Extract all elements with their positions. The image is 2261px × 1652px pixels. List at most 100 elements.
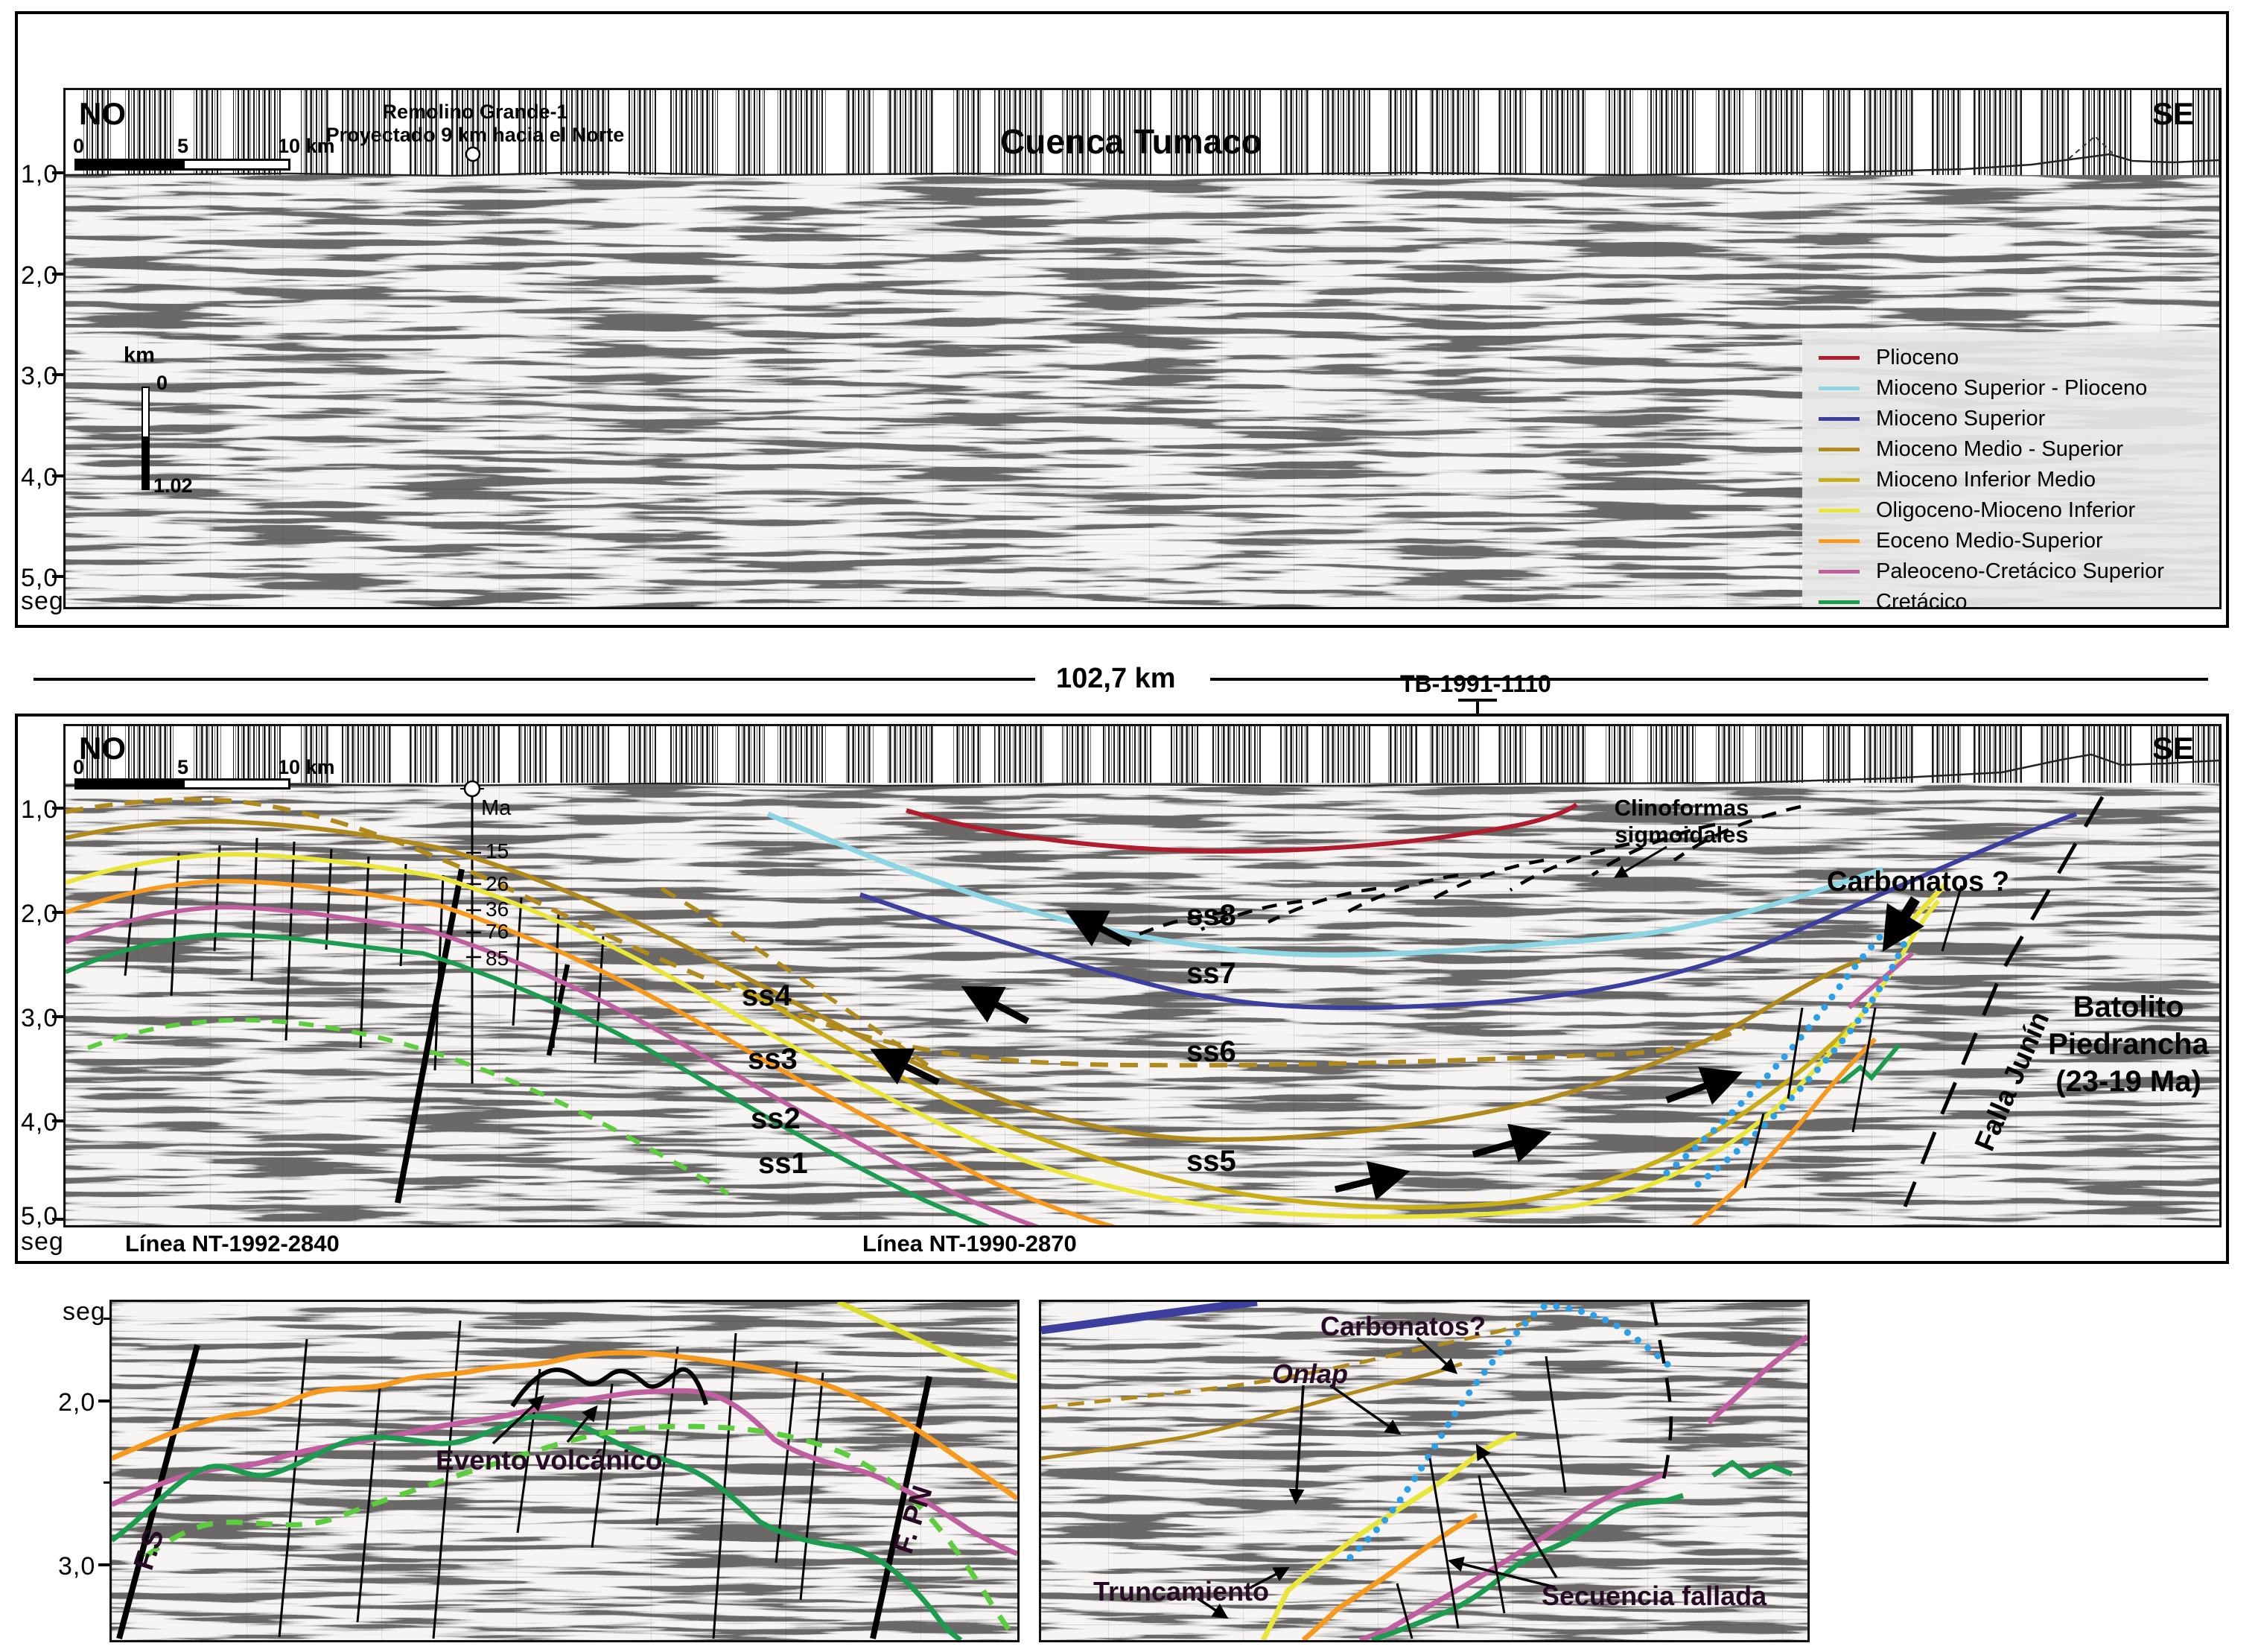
mid-trace-header-stripes [66, 726, 2219, 783]
br-truncamiento-label: Truncamiento [1093, 1576, 1270, 1607]
bl-fault-fs [116, 1344, 200, 1640]
mid-overlay [66, 753, 2219, 1225]
ma-36: 36 [486, 898, 509, 921]
horizon-mio-sup-plioceno [766, 811, 1884, 958]
br-seismic-texture [1041, 1302, 1807, 1640]
legend-swatch-mio-inf-medio [1819, 478, 1860, 482]
horizon-eoceno [66, 878, 1116, 1225]
top-axis-unit: seg [21, 587, 64, 615]
mid-axis-unit: seg [21, 1227, 64, 1256]
bl-horizon-volcanic-black [510, 1367, 708, 1408]
legend-swatch-mio-sup-plioceno [1819, 387, 1860, 390]
legend-row: Oligoceno-Mioceno Inferior [1819, 495, 2213, 526]
top-datum-line [66, 153, 2219, 177]
top-well-annotation: Remolino Grande-1 Proyectado 9 km hacia … [311, 101, 639, 147]
legend-swatch-plioceno [1819, 356, 1860, 360]
br-onlap-label: Onlap [1272, 1359, 1349, 1389]
bl-axis-unit: seg [63, 1297, 106, 1326]
bl-fault-fpn [870, 1376, 932, 1639]
legend-swatch-mio-superior [1819, 417, 1860, 421]
line-id-tick-stem [1476, 699, 1479, 717]
seq-ss6: ss6 [1186, 1035, 1236, 1068]
mid-dir-no: NO [79, 731, 126, 766]
top-axis-2s: 2,0 [21, 261, 59, 290]
batolito-line3: (23-19 Ma) [2055, 1065, 2201, 1098]
mid-axis-2s: 2,0 [21, 900, 59, 928]
horizon-mio-medio-sup [66, 819, 1861, 1142]
top-axis-3s: 3,0 [21, 362, 59, 390]
km-scale-102: 1.02 [153, 474, 193, 497]
mid-axis-4s: 4,0 [21, 1108, 59, 1137]
br-horizon-eoceno [1301, 1512, 1478, 1640]
batolito-label: Batolito Piedrancha (23-19 Ma) [2032, 988, 2219, 1100]
onlap-arrows-nw [870, 910, 1133, 1086]
legend-row: Mioceno Superior - Plioceno [1819, 373, 2213, 404]
legend-label: Eoceno Medio-Superior [1876, 529, 2103, 553]
width-label: 102,7 km [1056, 663, 1176, 694]
width-bracket-left-line [34, 678, 1035, 681]
ma-76: 76 [486, 920, 509, 943]
bottom-left-section: F.S F. PN Evento volcánico [109, 1300, 1020, 1642]
br-dashed-fault [1650, 1302, 1673, 1483]
clinoformas-line1: Clinoformas [1614, 795, 1749, 821]
horizon-intra-cretacico-dashed [86, 1017, 730, 1196]
bl-horizon-yellow [836, 1302, 1017, 1381]
linea-right-label: Línea NT-1990-2870 [862, 1230, 1077, 1257]
top-scalebar-white [182, 159, 290, 171]
mid-axis-3s: 3,0 [21, 1004, 59, 1032]
br-faults [1396, 1356, 1567, 1639]
legend-row: Mioceno Medio - Superior [1819, 434, 2213, 465]
br-horizon-mio-medio-sup [1041, 1362, 1463, 1461]
mid-tick-4s [52, 1119, 63, 1122]
falla-junin-dashed-line [1903, 795, 2105, 1207]
seq-ss7: ss7 [1186, 957, 1236, 990]
bottom-right-section: Carbonatos? Onlap Truncamiento Secuencia… [1039, 1300, 1810, 1642]
horizon-paleoceno-cret [66, 904, 1040, 1225]
bl-tick-2s [98, 1400, 109, 1402]
mid-well-symbol-icon [463, 780, 481, 798]
top-dir-se: SE [2152, 96, 2195, 131]
carbonatos-arrow [1882, 896, 1924, 952]
mid-scalebar-5: 5 [177, 756, 189, 778]
mid-seismic-texture [66, 726, 2219, 1225]
top-dir-no: NO [79, 96, 126, 131]
legend-row: Mioceno Superior [1819, 404, 2213, 434]
top-scalebar-0: 0 [73, 135, 85, 157]
br-horizon-olig-mio-inf [1260, 1432, 1518, 1640]
seq-ss4: ss4 [742, 979, 792, 1012]
width-bracket-right-line [1210, 678, 2208, 681]
top-tick-3s [52, 373, 63, 376]
horizon-mio-medio-sup-dashed-2 [660, 886, 946, 1078]
mid-scalebar-10km: 10 km [278, 756, 335, 778]
mid-dir-se: SE [2152, 731, 2195, 766]
seq-ss5: ss5 [1186, 1145, 1236, 1178]
onlap-arrows-se [1334, 1067, 1743, 1201]
legend-row: Paleoceno-Cretácico Superior [1819, 556, 2213, 587]
br-trunc-arrow-1 [1250, 1567, 1290, 1589]
bl-horizon-eoceno [112, 1350, 1017, 1501]
mid-datum-line [66, 753, 2219, 787]
carbonatos-label: Carbonatos ? [1827, 866, 2009, 898]
seq-ss2: ss2 [751, 1102, 801, 1135]
bl-horizon-intra-cret-dashed [144, 1423, 1017, 1640]
top-tick-5s [52, 575, 63, 578]
horizon-mio-superior [859, 812, 2077, 1011]
bl-tick-minor-1 [104, 1318, 109, 1320]
bl-horizon-paleoceno-cret [112, 1388, 1017, 1557]
bl-tick-3s [98, 1563, 109, 1566]
top-scalebar-5: 5 [177, 135, 189, 157]
br-horizon-paleoceno-cret [1358, 1470, 1670, 1640]
top-axis-1s: 1,0 [21, 160, 59, 188]
legend-label: Cretácico [1876, 590, 1968, 609]
br-horizon-mio-medio-sup-dashed [1041, 1315, 1538, 1410]
ma-26: 26 [486, 872, 509, 895]
br-sec-arrow-2 [1447, 1556, 1556, 1589]
top-tick-1s [52, 171, 63, 174]
batolito-line2: Piedrancha [2048, 1028, 2209, 1061]
br-carbonatos-label: Carbonatos? [1320, 1311, 1486, 1341]
top-well-projection: Proyectado 9 km hacia el Norte [325, 124, 625, 146]
seq-ss8: ss8 [1186, 899, 1236, 932]
mid-axis-5s: 5,0 [21, 1202, 59, 1230]
bl-horizon-cretacico [112, 1414, 963, 1640]
